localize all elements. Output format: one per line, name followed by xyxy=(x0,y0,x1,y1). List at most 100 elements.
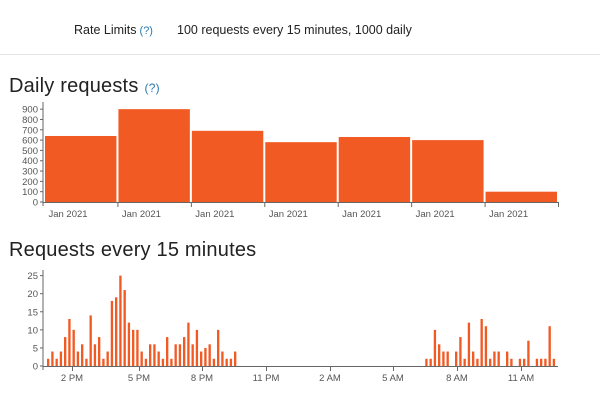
daily-bar xyxy=(191,130,264,202)
q15-bar xyxy=(527,340,530,366)
rate-limits-help-link[interactable]: (?) xyxy=(139,25,153,37)
q15-y-tick: 0 xyxy=(33,362,43,373)
q15-bar xyxy=(68,319,71,366)
q15-bar xyxy=(442,351,445,366)
daily-requests-help-link[interactable]: (?) xyxy=(144,81,160,95)
q15-y-tick-label: 0 xyxy=(33,362,38,373)
daily-x-tick-label: Jan 2021 xyxy=(342,209,381,220)
q15-bar xyxy=(463,358,466,366)
q15-bar xyxy=(149,344,152,366)
daily-bar xyxy=(45,135,117,202)
q15-bar xyxy=(106,351,109,366)
q15-bar xyxy=(497,351,500,366)
q15-bar xyxy=(493,351,496,366)
q15-bar xyxy=(221,351,224,366)
q15-y-tick-label: 25 xyxy=(27,271,38,282)
q15-bar xyxy=(81,344,84,366)
daily-y-tick-label: 900 xyxy=(22,105,38,116)
requests-15min-title: Requests every 15 minutes xyxy=(9,239,257,261)
q15-x-tick-label: 8 AM xyxy=(446,373,468,384)
daily-bar xyxy=(118,109,190,202)
q15-x-tick-label: 11 PM xyxy=(253,373,280,384)
q15-x-tick-label: 5 AM xyxy=(382,373,404,384)
q15-bar xyxy=(59,351,63,366)
daily-y-tick: 200 xyxy=(22,177,43,188)
q15-bar xyxy=(433,329,437,366)
q15-bar xyxy=(459,337,462,366)
daily-y-tick-label: 800 xyxy=(22,115,38,126)
q15-bar xyxy=(140,351,143,366)
daily-x-tick-label: Jan 2021 xyxy=(489,209,528,220)
daily-bar xyxy=(265,142,337,202)
rate-limits-label: Rate Limits (?) xyxy=(74,23,153,37)
q15-y-tick: 25 xyxy=(27,271,43,282)
q15-bar xyxy=(208,344,211,366)
q15-bar xyxy=(157,351,160,366)
q15-x-tick-label: 11 AM xyxy=(508,373,534,384)
q15-y-tick: 15 xyxy=(27,307,43,318)
daily-bar xyxy=(412,140,484,202)
q15-bar xyxy=(187,322,190,366)
daily-y-tick: 600 xyxy=(22,136,43,147)
q15-bar xyxy=(484,326,488,366)
q15-bar xyxy=(153,344,156,366)
q15-y-tick-label: 5 xyxy=(33,343,38,354)
q15-bar xyxy=(102,358,105,366)
daily-y-tick: 300 xyxy=(22,167,43,178)
daily-y-tick-label: 600 xyxy=(22,136,38,147)
q15-bar xyxy=(191,344,194,366)
daily-requests-title-text: Daily requests xyxy=(9,75,139,97)
q15-bar xyxy=(55,358,58,366)
q15-bar xyxy=(438,344,441,366)
q15-bar xyxy=(72,329,75,366)
q15-bar xyxy=(183,337,186,366)
q15-bar xyxy=(170,358,173,366)
q15-y-tick: 20 xyxy=(27,289,43,300)
q15-bar xyxy=(552,358,556,366)
q15-bar xyxy=(455,351,458,366)
rate-limits-row: Rate Limits (?) 100 requests every 15 min… xyxy=(0,0,600,55)
q15-y-tick: 5 xyxy=(33,343,43,354)
daily-x-tick-label: Jan 2021 xyxy=(195,209,234,220)
q15-bar xyxy=(518,358,522,366)
q15-bar xyxy=(110,300,114,366)
q15-bar xyxy=(89,315,92,366)
q15-bar xyxy=(225,358,228,366)
q15-y-tick: 10 xyxy=(27,325,43,336)
daily-y-tick: 400 xyxy=(22,156,43,167)
q15-bar xyxy=(127,322,131,366)
q15-bar xyxy=(76,351,80,366)
q15-bar xyxy=(544,358,547,366)
q15-bar xyxy=(195,329,199,366)
daily-y-tick: 700 xyxy=(22,125,43,136)
q15-bar xyxy=(174,344,177,366)
daily-y-tick: 100 xyxy=(22,187,43,198)
q15-bar xyxy=(523,358,526,366)
q15-x-tick-label: 2 AM xyxy=(319,373,341,384)
q15-bar xyxy=(136,329,139,366)
daily-x-tick-label: Jan 2021 xyxy=(122,209,161,220)
q15-y-tick-label: 20 xyxy=(27,289,38,300)
q15-bar xyxy=(161,358,165,366)
q15-bar xyxy=(51,351,54,366)
q15-bar xyxy=(98,337,101,366)
daily-y-tick-label: 300 xyxy=(22,167,38,178)
q15-bar xyxy=(467,322,471,366)
daily-y-tick: 800 xyxy=(22,115,43,126)
q15-bar xyxy=(93,344,97,366)
q15-bar xyxy=(472,351,475,366)
q15-bar xyxy=(204,347,207,366)
q15-bar xyxy=(429,358,432,366)
q15-bar xyxy=(144,358,148,366)
q15-bar xyxy=(425,358,428,366)
daily-x-tick-label: Jan 2021 xyxy=(416,209,455,220)
q15-bar xyxy=(123,290,126,366)
q15-y-tick-label: 10 xyxy=(27,325,38,336)
q15-bar xyxy=(510,358,513,366)
daily-x-tick-label: Jan 2021 xyxy=(269,209,308,220)
q15-x-tick-label: 5 PM xyxy=(128,373,150,384)
q15-bar xyxy=(476,358,479,366)
daily-y-tick-label: 0 xyxy=(33,198,38,209)
q15-bar xyxy=(548,326,551,366)
